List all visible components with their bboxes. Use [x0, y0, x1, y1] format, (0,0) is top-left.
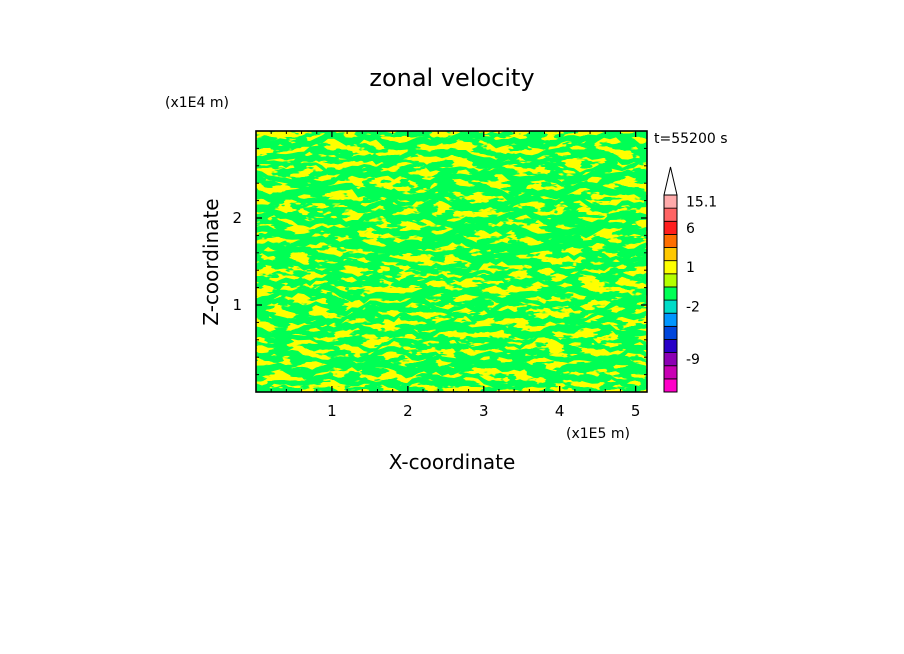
colorbar-swatch — [663, 339, 678, 354]
plot-area — [256, 131, 647, 392]
field-band — [256, 346, 646, 366]
field-band — [256, 357, 646, 380]
x-tick-label: 5 — [631, 402, 641, 420]
chart-title: zonal velocity — [369, 64, 534, 92]
x-scale-label: (x1E5 m) — [566, 426, 630, 442]
field-green-bands — [256, 131, 646, 392]
field-band — [256, 296, 646, 317]
field-band — [256, 193, 646, 214]
field-band — [256, 158, 646, 178]
y-scale-label: (x1E4 m) — [165, 95, 229, 111]
colorbar-swatch — [663, 312, 678, 327]
colorbar: 15.1 6 1 -2 -9 — [663, 166, 717, 393]
colorbar-swatch — [663, 207, 678, 222]
x-tick-label: 2 — [403, 402, 413, 420]
colorbar-swatch — [663, 260, 678, 275]
y-tick-label: 2 — [232, 209, 242, 227]
colorbar-label: 6 — [686, 221, 695, 237]
x-tick-label: 3 — [479, 402, 489, 420]
colorbar-extend-arrow — [663, 166, 678, 196]
colorbar-swatch — [663, 220, 678, 235]
field-band — [256, 131, 646, 151]
y-axis-label: Z-coordinate — [199, 198, 223, 325]
x-tick-label: 1 — [327, 402, 337, 420]
x-axis-label: X-coordinate — [389, 450, 516, 474]
colorbar-swatch — [663, 194, 678, 209]
plot-frame — [255, 130, 648, 393]
colorbar-swatch — [663, 247, 678, 262]
colorbar-frame — [663, 194, 678, 393]
field-band — [256, 168, 646, 188]
field-band — [256, 308, 646, 329]
field-band — [256, 244, 646, 264]
colorbar-label: 15.1 — [686, 195, 717, 211]
field-band — [256, 333, 646, 353]
colorbar-label: -2 — [686, 300, 700, 316]
colorbar-swatch — [663, 286, 678, 301]
field-band — [256, 208, 646, 229]
axes: 1 2 3 4 5 1 2 — [232, 131, 647, 420]
colorbar-label: 1 — [686, 260, 695, 276]
colorbar-swatch — [663, 273, 678, 288]
colorbar-label: -9 — [686, 352, 700, 368]
time-label: t=55200 s — [654, 131, 728, 147]
field-band — [256, 284, 646, 305]
colorbar-swatch — [663, 299, 678, 314]
colorbar-swatch — [663, 233, 678, 248]
field-band — [256, 145, 646, 166]
colorbar-swatch — [663, 378, 678, 393]
colorbar-swatch — [663, 325, 678, 340]
field-band — [256, 269, 646, 289]
colorbar-swatch — [663, 352, 678, 367]
field-band — [256, 255, 646, 276]
x-tick-label: 4 — [555, 402, 565, 420]
field-band — [256, 221, 646, 242]
field-band — [256, 181, 646, 204]
field-band — [256, 321, 646, 341]
y-tick-label: 1 — [232, 296, 242, 314]
colorbar-swatch — [663, 365, 678, 380]
field-band — [256, 233, 646, 258]
